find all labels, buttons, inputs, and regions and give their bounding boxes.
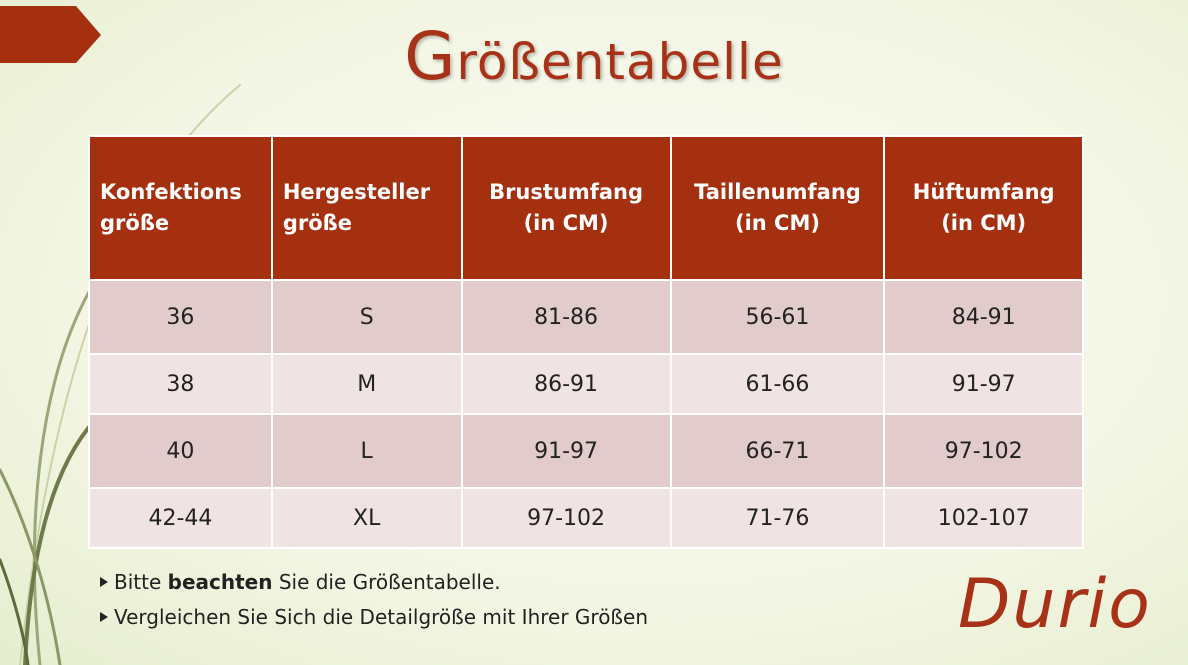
header-cell: Taillenumfang (in CM) bbox=[669, 135, 886, 281]
table-row: 42-44 XL 97-102 71-76 102-107 bbox=[88, 487, 1084, 549]
bullet-text: beachten bbox=[167, 570, 273, 594]
table-cell: 40 bbox=[88, 413, 273, 489]
table-cell: 102-107 bbox=[883, 487, 1084, 549]
table-cell: 38 bbox=[88, 353, 273, 415]
header-line: Hüftumfang bbox=[912, 180, 1055, 204]
title: Größentabelle bbox=[404, 18, 784, 95]
brand: Durio bbox=[958, 565, 1152, 644]
table-cell: L bbox=[270, 413, 463, 489]
table-cell: XL bbox=[270, 487, 463, 549]
bullet-text: Vergleichen Sie Sich die Detailgröße mit… bbox=[114, 605, 649, 629]
notes: Bitte beachten Sie die Größentabelle. Ver… bbox=[100, 565, 648, 635]
header-line: Hergesteller bbox=[282, 180, 431, 204]
header-cell: Brustumfang (in CM) bbox=[460, 135, 672, 281]
header-cell: Hergesteller größe bbox=[270, 135, 463, 281]
header-line: größe bbox=[282, 211, 353, 235]
header-cell: Hüftumfang (in CM) bbox=[883, 135, 1084, 281]
table-cell: 42-44 bbox=[88, 487, 273, 549]
table-row: 40 L 91-97 66-71 97-102 bbox=[88, 413, 1084, 489]
table-row: 38 M 86-91 61-66 91-97 bbox=[88, 353, 1084, 415]
table-cell: M bbox=[270, 353, 463, 415]
tag-arrow bbox=[0, 6, 101, 63]
header-line: Taillenumfang bbox=[694, 180, 861, 204]
table-cell: 71-76 bbox=[669, 487, 886, 549]
table-cell: 84-91 bbox=[883, 279, 1084, 355]
table-cell: 66-71 bbox=[669, 413, 886, 489]
table-cell: 56-61 bbox=[669, 279, 886, 355]
table-cell: 81-86 bbox=[460, 279, 672, 355]
table-cell: 36 bbox=[88, 279, 273, 355]
table-cell: 97-102 bbox=[460, 487, 672, 549]
size-table: Konfektions größe Hergesteller größe Brustum… bbox=[88, 135, 1084, 549]
bullet-text: Sie die Größentabelle. bbox=[272, 570, 501, 594]
table-row: 36 S 81-86 56-61 84-91 bbox=[88, 279, 1084, 355]
bullet-text: Bitte bbox=[114, 570, 168, 594]
table-cell: 91-97 bbox=[460, 413, 672, 489]
header-cell: Konfektions größe bbox=[88, 135, 273, 281]
table-cell: S bbox=[270, 279, 463, 355]
bullet: Vergleichen Sie Sich die Detailgröße mit… bbox=[100, 600, 648, 635]
table-cell: 86-91 bbox=[460, 353, 672, 415]
table-cell: 61-66 bbox=[669, 353, 886, 415]
table-cell: 91-97 bbox=[883, 353, 1084, 415]
header-line: (in CM) bbox=[523, 211, 609, 235]
table-cell: 97-102 bbox=[883, 413, 1084, 489]
header-line: größe bbox=[100, 211, 170, 235]
header-line: (in CM) bbox=[941, 211, 1027, 235]
header-line: (in CM) bbox=[734, 211, 820, 235]
header-line: Brustumfang bbox=[489, 180, 644, 204]
header-line: Konfektions bbox=[100, 180, 242, 204]
bullet: Bitte beachten Sie die Größentabelle. bbox=[100, 565, 648, 600]
